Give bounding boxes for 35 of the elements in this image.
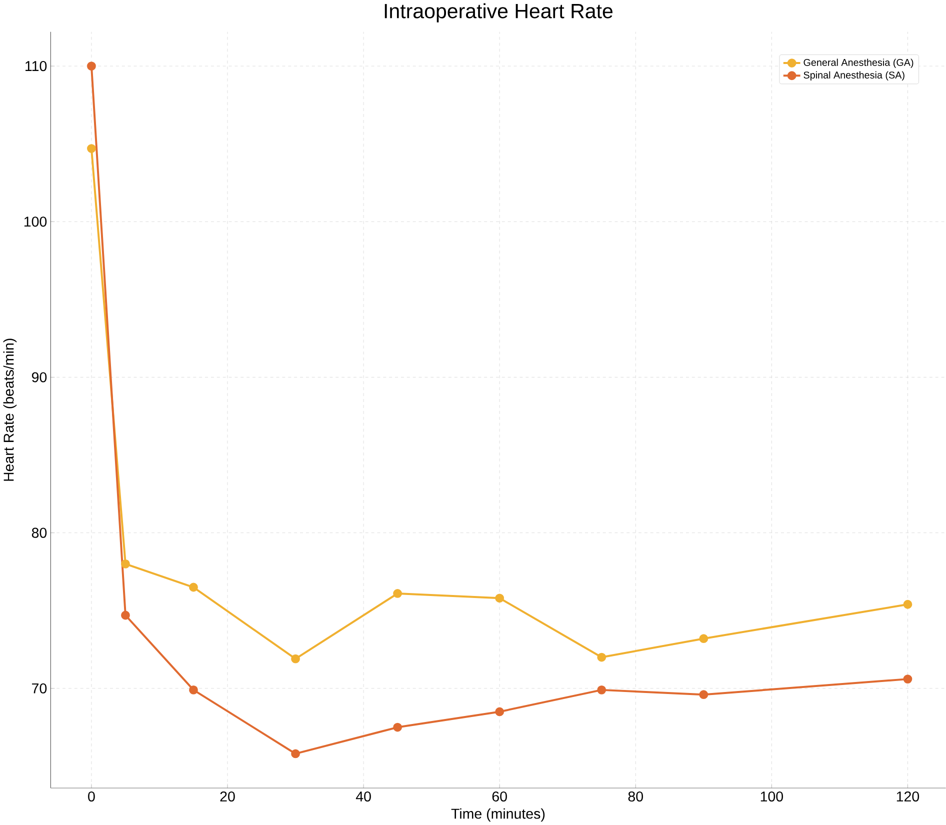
point [597,686,606,694]
point [393,589,402,598]
chart-title: Intraoperative Heart Rate [384,3,612,22]
x-tick-label: 100 [760,791,783,802]
point [189,686,198,694]
point [597,652,606,662]
legend-label: Spinal Anesthesia (SA) [804,71,904,81]
y-tick-label: 110 [26,61,47,72]
point [291,749,300,758]
point [87,144,96,154]
point [495,594,504,603]
y-axis-title: Heart Rate (beats/min) [3,338,17,481]
point [903,674,912,684]
point [495,707,504,716]
point [189,582,198,592]
legend-label: General Anesthesia (GA) [804,58,914,68]
point [903,600,912,609]
x-tick-label: 40 [356,791,371,802]
point [121,560,130,568]
y-tick-label: 100 [24,216,47,227]
y-tick-label: 80 [32,528,47,538]
y-tick-label: 90 [32,372,47,382]
x-tick-label: 80 [628,791,643,802]
y-tick-label: 70 [32,683,47,694]
point [699,690,708,700]
point [699,634,708,644]
x-tick-label: 60 [492,791,507,802]
point [121,610,130,620]
x-tick-label: 120 [896,791,920,802]
x-tick-label: 20 [220,791,235,802]
x-axis-title: Time (minutes) [451,808,545,822]
point [393,722,402,732]
point [291,654,300,664]
point [87,62,96,71]
x-tick-label: 0 [88,791,95,802]
